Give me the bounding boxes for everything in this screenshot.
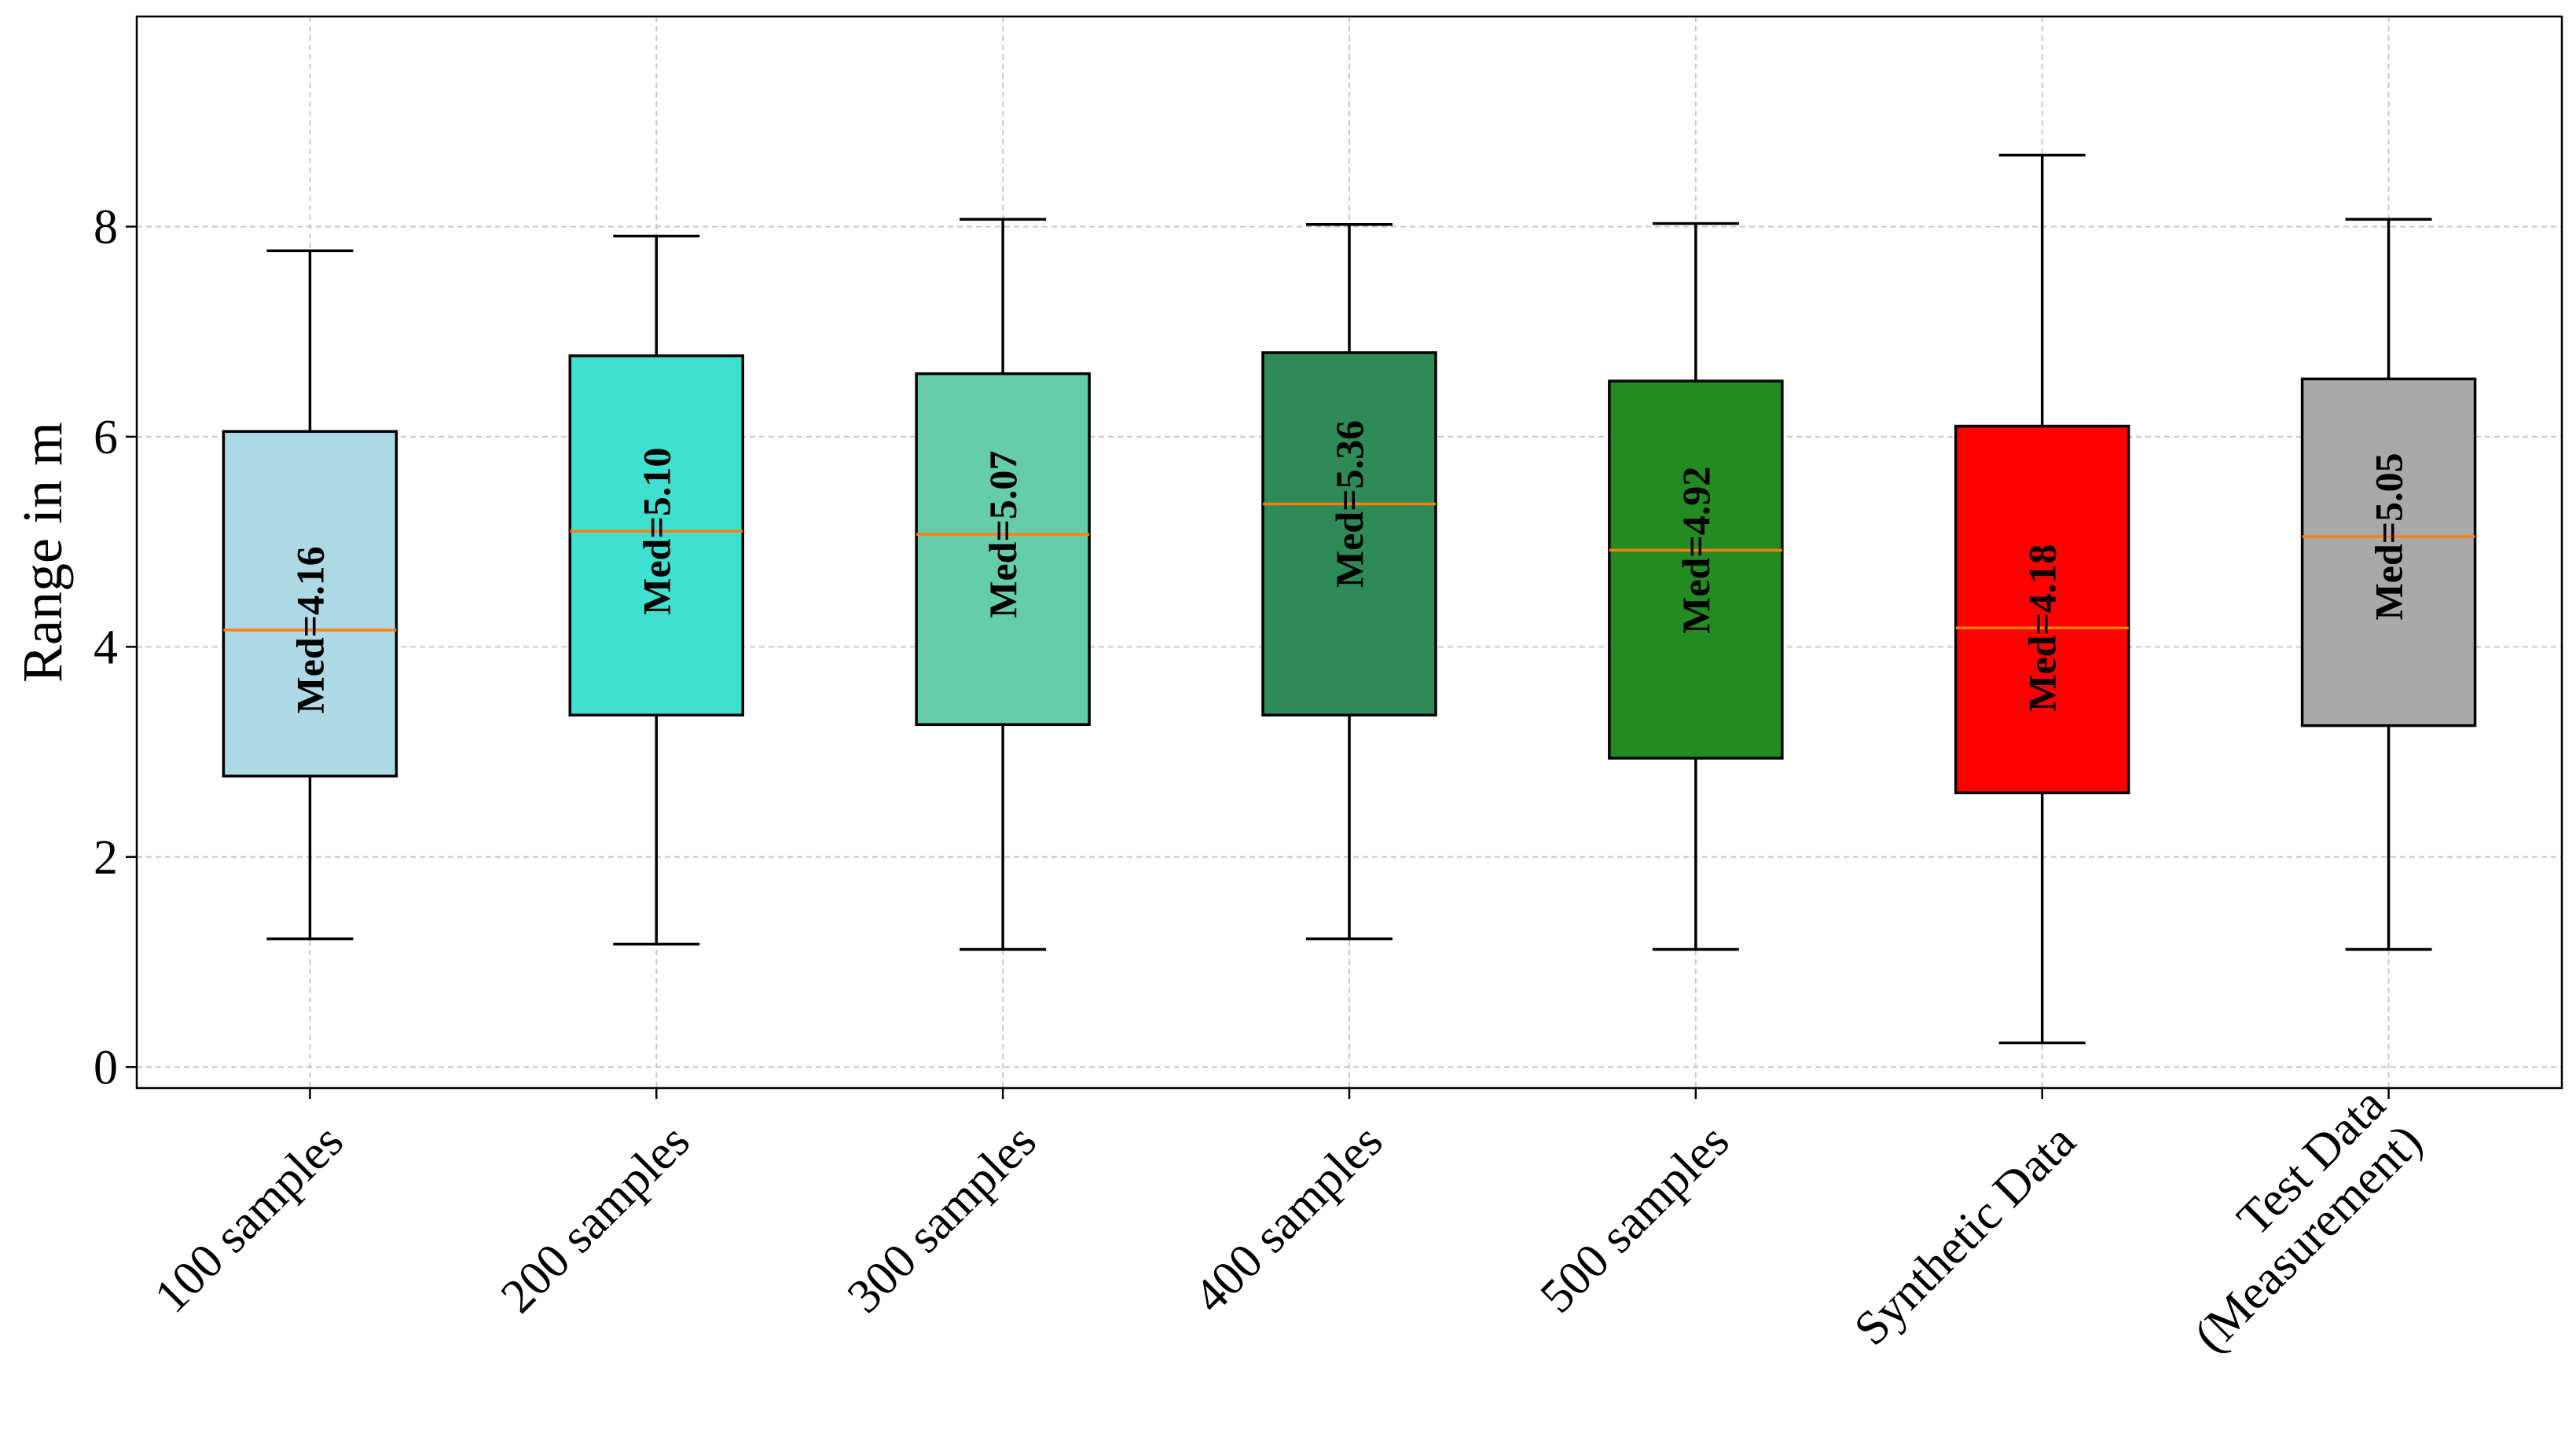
median-label: Med=4.16: [288, 546, 332, 713]
x-tick-label-line: 200 samples: [491, 1114, 700, 1323]
x-tick-label: 200 samples: [491, 1114, 700, 1323]
median-label: Med=4.18: [2020, 544, 2064, 712]
x-tick-label: 500 samples: [1530, 1114, 1739, 1323]
median-label: Med=5.10: [634, 448, 678, 615]
box-3: Med=5.07: [915, 218, 1091, 951]
box-2: Med=5.10: [568, 234, 745, 946]
median-label: Med=5.07: [981, 451, 1025, 618]
iqr-box: [1261, 351, 1437, 717]
x-tick-label-line: 500 samples: [1530, 1114, 1739, 1323]
box-1: Med=4.16: [222, 249, 398, 940]
iqr-box: [2300, 377, 2477, 727]
y-tick-label: 2: [94, 831, 118, 885]
x-tick-label: Test Data(Measurement): [2147, 1078, 2432, 1363]
box-5: Med=4.92: [1608, 222, 1784, 951]
x-tick-label: Synthetic Data: [1844, 1114, 2086, 1355]
boxes-group: Med=4.16 Med=5.10 Med=5.07 Med=5.36 Med=4.92…: [222, 153, 2477, 1045]
box-4: Med=5.36: [1261, 223, 1437, 940]
y-tick-label: 0: [94, 1041, 118, 1094]
y-tick-label: 4: [94, 621, 118, 674]
iqr-box: [222, 430, 398, 778]
x-tick-label: 100 samples: [145, 1114, 354, 1323]
x-tick-label-line: Synthetic Data: [1844, 1114, 2086, 1355]
x-tick-label-line: 400 samples: [1183, 1114, 1393, 1323]
iqr-box: [568, 354, 745, 717]
x-tick-label: 400 samples: [1183, 1114, 1393, 1323]
iqr-box: [1608, 379, 1784, 760]
median-label: Med=5.05: [2367, 453, 2411, 620]
x-axis: 100 samples 200 samples 300 samples 400 sam…: [145, 1078, 2432, 1363]
median-label: Med=4.92: [1674, 467, 1718, 634]
x-tick-label-line: 100 samples: [145, 1114, 354, 1323]
median-label: Med=5.36: [1327, 420, 1371, 588]
box-6: Med=4.18: [1954, 153, 2130, 1045]
y-axis: 0 2 4 6 8: [94, 200, 137, 1094]
grid-lines: [137, 16, 2562, 1088]
iqr-box: [1954, 424, 2130, 794]
box-7: Med=5.05: [2300, 218, 2477, 951]
x-tick-label: 300 samples: [838, 1114, 1047, 1323]
y-tick-label: 6: [94, 411, 118, 464]
y-axis-label: Range in m: [11, 422, 74, 683]
y-tick-label: 8: [94, 200, 118, 254]
iqr-box: [915, 372, 1091, 727]
x-tick-label-line: 300 samples: [838, 1114, 1047, 1323]
